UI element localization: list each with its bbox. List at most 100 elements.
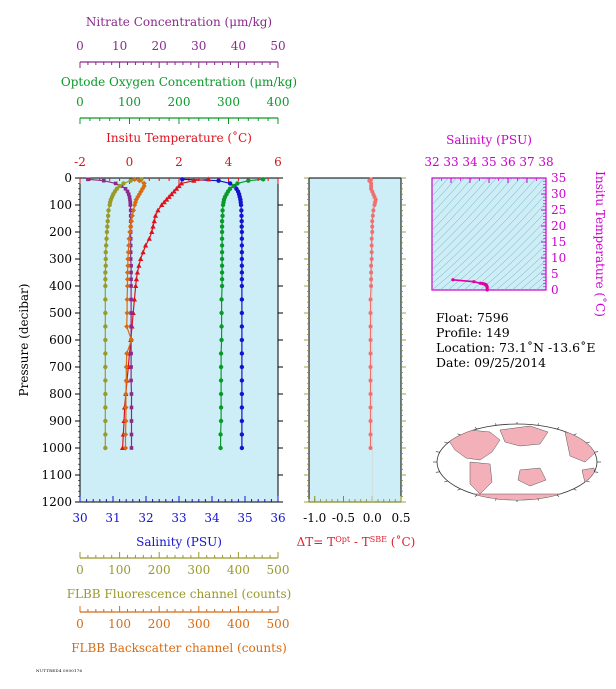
salinity-point [239, 213, 244, 218]
salinity-tick-label: 34 [204, 511, 220, 525]
map-tick [594, 471, 599, 473]
pressure-tick-label: 1200 [41, 495, 72, 509]
map-tick [457, 433, 461, 436]
temperature-point [171, 188, 177, 194]
salinity-point [239, 229, 245, 235]
oxygen-point [219, 283, 225, 289]
delta-t-point [369, 284, 374, 288]
delta-t-point [368, 419, 373, 423]
land-asia-east [499, 425, 549, 447]
oxygen-point [219, 250, 225, 255]
salinity-point [239, 364, 245, 370]
temperature-point [176, 183, 182, 189]
nitrate-point [128, 257, 133, 261]
backscatter-tick-label: 0 [76, 617, 84, 631]
land-africa [469, 461, 493, 495]
backscatter-point [129, 213, 135, 219]
backscatter-point [122, 445, 129, 451]
nitrate-point [128, 208, 133, 213]
oxygen-point [219, 310, 224, 316]
backscatter-point [127, 229, 133, 235]
salinity-point [216, 178, 221, 183]
pressure-tick-label: 600 [49, 333, 72, 347]
fluorescence-point [103, 445, 108, 451]
oxygen-point [219, 263, 225, 268]
backscatter-point [124, 283, 131, 289]
temperature-point [133, 276, 140, 282]
oxygen-point [218, 418, 224, 424]
salinity-point [239, 236, 245, 241]
backscatter-point [128, 224, 134, 230]
ts-y-tick-label: 10 [551, 251, 566, 265]
salinity-point [239, 283, 245, 289]
isopycnal-line [432, 178, 441, 188]
oxygen-tick-label: 200 [168, 95, 191, 109]
oxygen-point [219, 224, 225, 229]
file-stamp: NUTTRED4 0000176 [36, 668, 83, 673]
fluorescence-point [103, 243, 109, 248]
ts-title: Salinity (PSU) [446, 133, 532, 147]
nitrate-tick-label: 30 [191, 39, 206, 53]
backscatter-point [125, 263, 131, 269]
oxygen-point [219, 229, 225, 235]
ts-point [485, 288, 489, 292]
backscatter-point [141, 180, 147, 186]
oxygen-point [218, 378, 224, 383]
ts-y-tick-label: 15 [551, 235, 566, 249]
temperature-point [206, 176, 212, 182]
main-profile-panel: 0100200300400500600700800900100011001200… [17, 15, 297, 655]
ts-plot-area [431, 177, 547, 291]
fluorescence-point [107, 202, 112, 208]
temperature-point [149, 229, 155, 234]
fluorescence-point [103, 250, 108, 255]
fluorescence-tick-label: 300 [187, 563, 210, 577]
nitrate-point [129, 419, 134, 423]
salinity-point [239, 256, 245, 262]
delta-t-tick-label: 0.5 [391, 511, 410, 525]
salinity-point [239, 224, 244, 229]
temperature-point [173, 186, 180, 191]
delta-t-point [369, 270, 374, 275]
fluorescence-point [103, 378, 108, 383]
temperature-point [142, 242, 149, 248]
oxygen-point [218, 445, 223, 451]
nitrate-point [123, 187, 128, 191]
pressure-axis-label: Pressure (decibar) [17, 284, 31, 397]
backscatter-point [124, 310, 130, 316]
salinity-point [239, 208, 244, 213]
delta-t-point [369, 250, 374, 255]
map-tick [444, 441, 448, 444]
oxygen-point [219, 277, 225, 282]
isopycnal-line [495, 244, 546, 290]
delta-t-tick-label: -0.5 [332, 511, 355, 525]
ts-y-tick-label: 5 [551, 267, 559, 281]
salinity-point [239, 418, 245, 424]
delta-t-point [369, 243, 374, 248]
fluorescence-axis-label: FLBB Fluorescence channel (counts) [67, 587, 292, 601]
fluorescence-point [103, 405, 108, 410]
nitrate-point [129, 263, 133, 268]
oxygen-tick-label: 300 [217, 95, 240, 109]
fluorescence-point [103, 364, 108, 370]
isopycnal-line [432, 178, 521, 270]
ts-y-tick-label: 20 [551, 219, 566, 233]
salinity-point [239, 297, 245, 302]
map-tick [474, 427, 478, 430]
backscatter-point [126, 242, 132, 249]
temperature-point [161, 199, 167, 205]
fluorescence-point [103, 337, 108, 343]
pressure-tick-label: 700 [49, 360, 72, 374]
ts-point [478, 281, 483, 285]
oxygen-point [219, 236, 225, 241]
backscatter-point [125, 256, 131, 262]
map-ticks [433, 422, 601, 502]
map-tick [556, 494, 560, 497]
nitrate-point [129, 324, 133, 329]
temperature-point [136, 262, 142, 268]
fluorescence-point [103, 310, 108, 316]
delta-t-point [368, 351, 373, 356]
temperature-point [159, 202, 165, 207]
salinity-point [239, 310, 245, 316]
nitrate-point [129, 446, 134, 450]
